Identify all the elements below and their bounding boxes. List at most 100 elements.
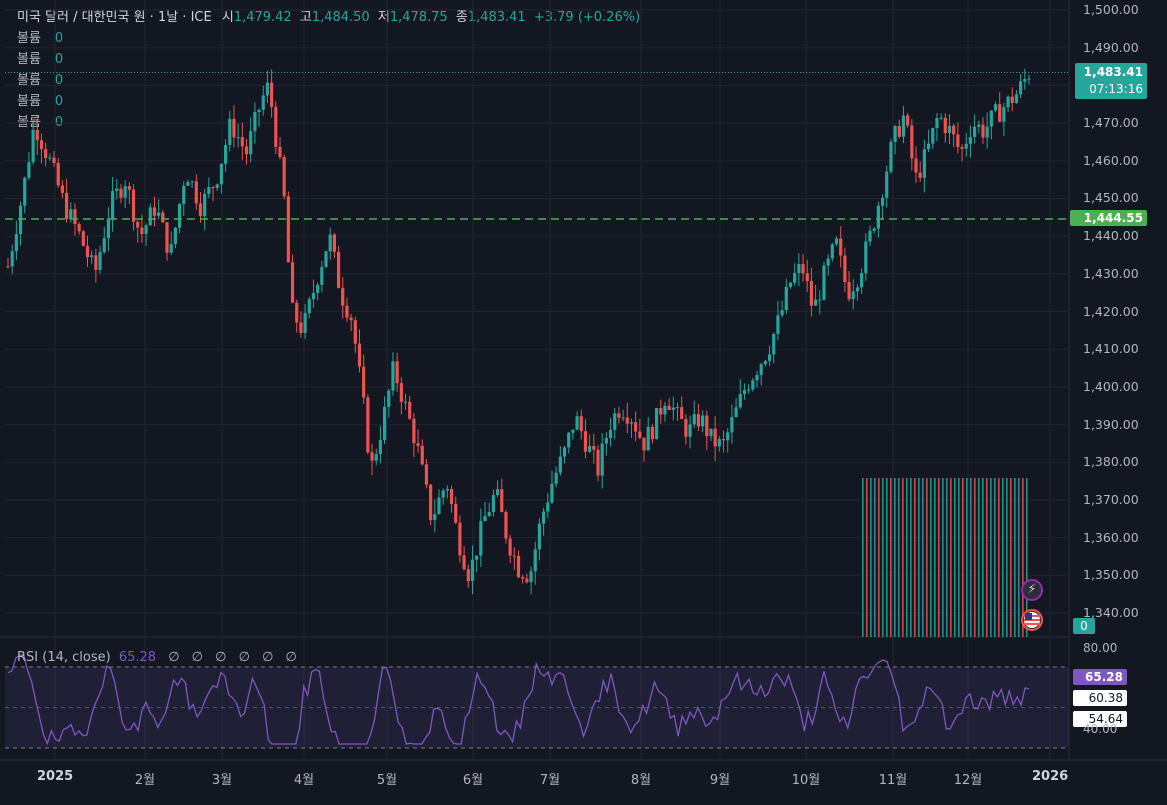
candle-body [629, 422, 634, 424]
price-tick-label: 1,420.00 [1083, 303, 1139, 319]
candle-body [102, 238, 106, 253]
candle-body [119, 188, 123, 198]
candle-body [10, 251, 14, 267]
candle [495, 480, 500, 498]
candle-body [106, 218, 111, 239]
candle-body [537, 523, 542, 550]
candle-body [182, 185, 186, 204]
volume-legend-3[interactable]: 볼륨 0 [17, 69, 63, 88]
candle-body [44, 149, 48, 158]
candle-body [663, 405, 667, 415]
candle-body [696, 414, 701, 427]
close-label: 종 [455, 10, 468, 25]
candle [989, 110, 993, 140]
candle-body [562, 447, 567, 457]
volume-bar [950, 478, 952, 637]
candle [638, 418, 642, 440]
candle [161, 210, 165, 223]
candle [85, 235, 90, 267]
volume-legend-5[interactable]: 볼륨 0 [17, 111, 63, 130]
candle [445, 485, 449, 499]
volume-tag: 0 [1073, 618, 1095, 634]
candle-body [52, 157, 56, 164]
volume-bar [890, 478, 892, 637]
price-tick-label: 1,470.00 [1083, 115, 1139, 131]
volume-value: 0 [54, 94, 64, 109]
volume-bar [914, 478, 916, 637]
candle-body [521, 577, 525, 579]
candle-body [223, 145, 228, 164]
candle [516, 550, 521, 579]
candle-body [801, 264, 805, 274]
time-tick-label: 8월 [630, 773, 652, 788]
candle-body [395, 361, 399, 384]
candle [416, 429, 420, 453]
candle [35, 115, 39, 155]
candle [525, 573, 529, 584]
rsi-tag-2: 60.38 [1088, 691, 1123, 705]
volume-bar [910, 478, 912, 637]
candle [588, 434, 592, 453]
candle [1010, 87, 1014, 112]
candle [157, 199, 161, 220]
candle [449, 485, 454, 513]
candle [244, 138, 249, 165]
candle [253, 102, 257, 144]
candle-body [964, 143, 968, 149]
candle [709, 428, 713, 441]
candle [759, 362, 763, 386]
volume-bar [930, 478, 932, 637]
candle-body [567, 432, 571, 448]
candle [801, 254, 805, 282]
us-flag-icon[interactable] [1021, 609, 1043, 631]
time-tick-label: 3월 [211, 773, 233, 788]
rsi-legend[interactable]: RSI (14, close) 65.28 ∅ ∅ ∅ ∅ ∅ ∅ [17, 650, 297, 665]
candle [127, 182, 131, 205]
candle [395, 352, 399, 392]
candle [60, 180, 64, 199]
candle-body [805, 273, 809, 281]
volume-bar [870, 478, 872, 637]
volume-legend-4[interactable]: 볼륨 0 [17, 90, 63, 109]
price-tick-label: 1,350.00 [1083, 567, 1139, 583]
candle [144, 223, 148, 246]
candle [77, 221, 81, 235]
candle-body [512, 555, 516, 557]
candle-body [717, 439, 721, 447]
candle-body [35, 129, 39, 141]
volume-label: 볼륨 [17, 52, 41, 67]
volume-value: 0 [54, 73, 64, 88]
candle [123, 180, 127, 209]
candle [441, 488, 445, 505]
candle [993, 101, 998, 113]
candle-body [219, 163, 224, 185]
candle [487, 502, 491, 517]
candle-body [1014, 94, 1019, 104]
volume-label: 볼륨 [17, 115, 41, 130]
candle-body [357, 343, 362, 367]
candle-body [759, 364, 763, 376]
candle [508, 534, 512, 564]
candle [475, 555, 479, 573]
candle [391, 352, 395, 396]
candle-body [600, 443, 604, 476]
candle [634, 411, 638, 442]
candle-body [721, 439, 726, 441]
candle-body [751, 380, 755, 390]
rsi-upper-band-tag: 60.38 [1073, 690, 1127, 706]
volume-legend-1[interactable]: 볼륨 0 [17, 27, 63, 46]
open-label: 시 [221, 10, 234, 25]
candle-body [868, 230, 872, 242]
candle-body [458, 522, 462, 556]
candle-body [889, 141, 893, 172]
candle-body [303, 313, 307, 333]
candle-body [152, 207, 157, 216]
candle [270, 69, 274, 118]
volume-legend-2[interactable]: 볼륨 0 [17, 48, 63, 67]
candle [558, 446, 562, 476]
volume-bar [986, 478, 988, 637]
candle [985, 112, 989, 149]
candle [667, 398, 671, 411]
lightning-icon[interactable]: ⚡ [1021, 579, 1043, 601]
